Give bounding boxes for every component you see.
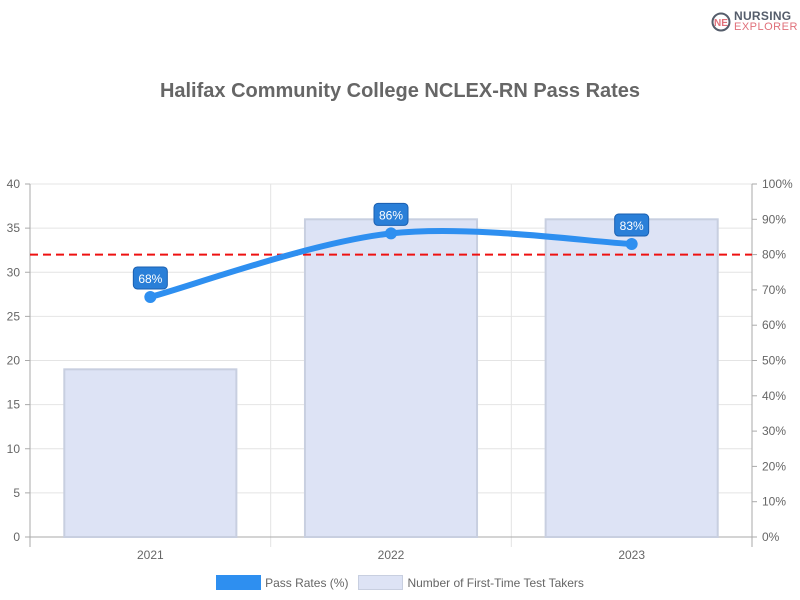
left-tick-label: 35 xyxy=(7,221,21,235)
data-label-box xyxy=(132,266,168,290)
logo-text-2: EXPLORER xyxy=(734,21,798,33)
x-tick-label: 2021 xyxy=(137,548,164,562)
bar-2023 xyxy=(544,218,719,539)
legend-item-test-takers[interactable]: Number of First-Time Test Takers xyxy=(358,575,584,590)
legend-label: Number of First-Time Test Takers xyxy=(407,575,584,590)
pass-rate-point xyxy=(144,290,157,303)
right-tick-label: 40% xyxy=(762,389,786,403)
logo-icon: NE xyxy=(711,12,731,32)
legend-swatch-bar xyxy=(358,575,404,590)
right-tick-label: 20% xyxy=(762,459,786,473)
legend-label: Pass Rates (%) xyxy=(265,575,349,590)
right-tick-label: 0% xyxy=(762,530,780,544)
data-label-box xyxy=(614,213,650,237)
chart-title: Halifax Community College NCLEX-RN Pass … xyxy=(159,80,641,102)
left-tick-label: 40 xyxy=(7,177,21,191)
left-tick-label: 25 xyxy=(7,309,21,323)
data-label-box xyxy=(373,202,409,226)
svg-text:NE: NE xyxy=(714,18,728,29)
bar-2022 xyxy=(303,218,479,539)
x-tick-label: 2022 xyxy=(378,548,405,562)
right-tick-label: 60% xyxy=(762,318,786,332)
legend-swatch-line xyxy=(216,575,262,590)
left-tick-label: 20 xyxy=(7,354,21,368)
left-tick-label: 5 xyxy=(13,486,20,500)
x-tick-label: 2023 xyxy=(618,548,645,562)
pass-rate-point xyxy=(625,238,638,251)
legend: Pass Rates (%) Number of First-Time Test… xyxy=(0,575,800,590)
right-tick-label: 70% xyxy=(762,283,786,297)
left-tick-label: 15 xyxy=(7,398,21,412)
data-label: 86% xyxy=(379,208,403,222)
left-tick-label: 10 xyxy=(7,442,21,456)
right-tick-label: 90% xyxy=(762,212,786,226)
legend-item-pass-rates[interactable]: Pass Rates (%) xyxy=(216,575,348,590)
right-tick-label: 80% xyxy=(762,248,786,262)
right-tick-label: 30% xyxy=(762,424,786,438)
nursing-explorer-logo: NE NURSING EXPLORER xyxy=(710,8,798,36)
bar-2021 xyxy=(63,368,238,539)
right-tick-label: 10% xyxy=(762,495,786,509)
logo-text-1: NURSING xyxy=(734,9,792,23)
right-tick-label: 100% xyxy=(762,177,793,191)
left-tick-label: 0 xyxy=(13,530,20,544)
right-tick-label: 50% xyxy=(762,354,786,368)
left-tick-label: 30 xyxy=(7,265,21,279)
pass-rate-point xyxy=(385,227,397,240)
data-label: 68% xyxy=(138,272,162,286)
data-label: 83% xyxy=(620,219,644,233)
